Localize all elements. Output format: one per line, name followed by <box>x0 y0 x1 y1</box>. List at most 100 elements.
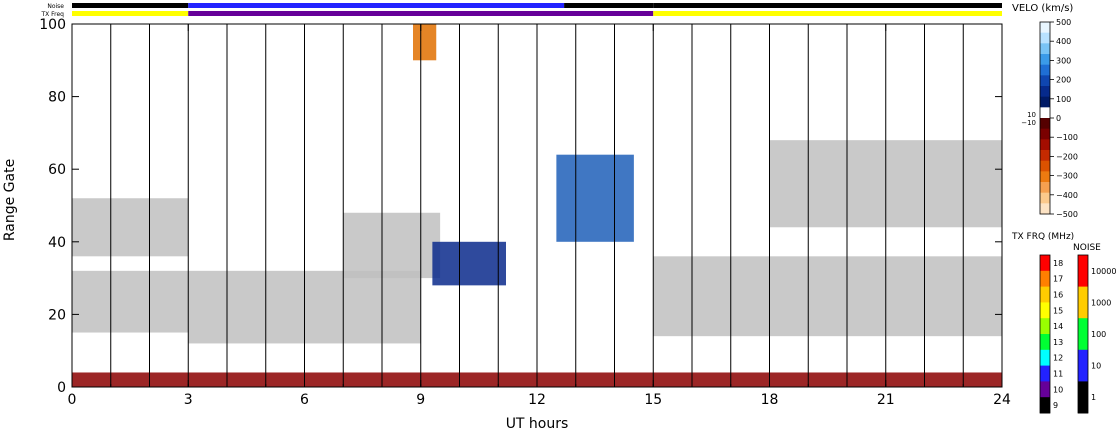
data-region <box>653 256 1002 337</box>
data-region <box>72 270 189 333</box>
noise-colorbar-cell <box>1078 381 1088 414</box>
txfreq-colorbar-tick-label: 15 <box>1053 306 1063 315</box>
x-tick-label: 21 <box>877 392 895 408</box>
txfreq-strip-label: TX Freq <box>40 11 64 18</box>
velocity-colorbar-cell <box>1040 107 1050 119</box>
velocity-colorbar-tick-label: −100 <box>1056 133 1078 142</box>
noise-strip-segment <box>564 3 654 8</box>
velocity-colorbar-inner-label: −10 <box>1021 119 1036 127</box>
velocity-colorbar-cell <box>1040 203 1050 215</box>
noise-strip-segment <box>653 3 1002 8</box>
noise-colorbar-cell <box>1078 349 1088 382</box>
noise-strip-segment <box>188 3 565 8</box>
velocity-colorbar-tick-label: 100 <box>1056 95 1071 104</box>
velocity-colorbar-cell <box>1040 43 1050 55</box>
data-region <box>343 212 441 279</box>
noise-colorbar-tick-label: 1000 <box>1091 298 1111 307</box>
noise-colorbar-tick-label: 10000 <box>1091 267 1116 276</box>
txfreq-colorbar-tick-label: 16 <box>1053 291 1063 300</box>
txfreq-colorbar-cell <box>1040 270 1050 288</box>
txfreq-strip-segment <box>72 11 189 16</box>
txfreq-colorbar-tick-label: 14 <box>1053 322 1063 331</box>
velocity-colorbar-cell <box>1040 150 1050 162</box>
txfreq-colorbar-cell <box>1040 255 1050 272</box>
x-tick-label: 3 <box>184 392 193 408</box>
txfreq-colorbar-cell <box>1040 334 1050 351</box>
txfreq-colorbar-tick-label: 11 <box>1053 370 1063 379</box>
x-tick-label: 12 <box>528 392 546 408</box>
velocity-colorbar-tick-label: −300 <box>1056 172 1078 181</box>
noise-colorbar-frame <box>1077 254 1089 414</box>
data-region <box>413 24 437 61</box>
x-tick-label: 18 <box>761 392 779 408</box>
txfreq-colorbar-cell <box>1040 397 1050 414</box>
data-region <box>432 241 506 286</box>
velocity-colorbar-cell <box>1040 171 1050 183</box>
txfreq-colorbar-cell <box>1040 286 1050 303</box>
velocity-colorbar-tick-label: −200 <box>1056 152 1078 161</box>
data-region <box>72 198 189 257</box>
velocity-colorbar-tick-label: 300 <box>1056 56 1071 65</box>
noise-colorbar-cell <box>1078 318 1088 351</box>
txfreq-strip-segment <box>653 11 1002 16</box>
x-tick-label: 0 <box>68 392 77 408</box>
noise-colorbar-cell <box>1078 255 1088 288</box>
noise-colorbar-tick-label: 100 <box>1091 330 1106 339</box>
noise-colorbar-tick-label: 10 <box>1091 362 1101 371</box>
velocity-colorbar-tick-label: −500 <box>1056 210 1078 219</box>
txfreq-colorbar-cell <box>1040 302 1050 319</box>
txfreq-colorbar-cell <box>1040 349 1050 367</box>
txfreq-colorbar-tick-label: 12 <box>1053 354 1063 363</box>
y-tick-label: 40 <box>48 235 66 251</box>
y-tick-label: 60 <box>48 162 66 178</box>
noise-strip-label: Noise <box>47 3 64 10</box>
velocity-colorbar-cell <box>1040 160 1050 172</box>
velocity-colorbar-cell <box>1040 75 1050 87</box>
txfreq-colorbar-cell <box>1040 381 1050 398</box>
velocity-colorbar-tick-label: −400 <box>1056 191 1078 200</box>
noise-colorbar-tick-label: 1 <box>1091 393 1096 402</box>
plot-axes: 0 3 6 9 12 15 18 21 24 0 20 40 60 80 100 <box>39 17 1011 408</box>
velocity-colorbar-cell <box>1040 182 1050 194</box>
velocity-colorbar: 500 400 300 200 100 0 −100 −200 −300 −400 −500 10−1… <box>1021 18 1078 219</box>
noise-colorbar-cell <box>1078 286 1088 319</box>
velocity-colorbar-inner-label: 10 <box>1027 111 1036 119</box>
x-axis-label: UT hours <box>506 416 569 432</box>
txfreq-colorbar-tick-label: 18 <box>1053 259 1063 268</box>
velocity-colorbar-tick-label: 400 <box>1056 37 1071 46</box>
velocity-colorbar-cell <box>1040 54 1050 66</box>
noise-colorbar: 10000 1000 100 10 1 <box>1077 254 1116 414</box>
y-axis-label: Range Gate <box>2 159 18 241</box>
y-tick-label: 80 <box>48 90 66 106</box>
velocity-colorbar-tick-label: 200 <box>1056 76 1071 85</box>
velocity-colorbar-cell <box>1040 64 1050 76</box>
velocity-colorbar-cell <box>1040 96 1050 108</box>
txfreq-colorbar: 18 17 16 15 14 13 12 11 10 9 <box>1039 254 1063 414</box>
velocity-colorbar-title: VELO (km/s) <box>1012 3 1073 14</box>
data-region <box>556 154 634 242</box>
velocity-colorbar-cell <box>1040 32 1050 44</box>
x-tick-label: 15 <box>644 392 662 408</box>
velocity-colorbar-cell <box>1040 128 1050 140</box>
x-tick-label: 6 <box>300 392 309 408</box>
x-tick-label: 9 <box>416 392 425 408</box>
y-tick-label: 0 <box>57 380 66 396</box>
velocity-colorbar-tick-label: 500 <box>1056 18 1071 27</box>
velocity-colorbar-cell <box>1040 86 1050 98</box>
scan-boundary-lines <box>110 24 964 387</box>
velocity-colorbar-cell <box>1040 22 1050 34</box>
velocity-colorbar-cell <box>1040 118 1050 130</box>
txfreq-colorbar-frame <box>1039 254 1051 414</box>
txfreq-colorbar-title: TX FRQ (MHz) <box>1011 232 1074 242</box>
txfreq-colorbar-tick-label: 10 <box>1053 385 1063 394</box>
velocity-colorbar-tick-label: 0 <box>1056 114 1061 123</box>
y-tick-label: 100 <box>39 17 66 33</box>
txfreq-colorbar-cell <box>1040 365 1050 382</box>
noise-strip-segment <box>72 3 189 8</box>
txfreq-strip-segment <box>188 11 654 16</box>
txfreq-colorbar-tick-label: 9 <box>1053 401 1058 410</box>
txfreq-colorbar-tick-label: 13 <box>1053 338 1063 347</box>
velocity-colorbar-cell <box>1040 192 1050 204</box>
